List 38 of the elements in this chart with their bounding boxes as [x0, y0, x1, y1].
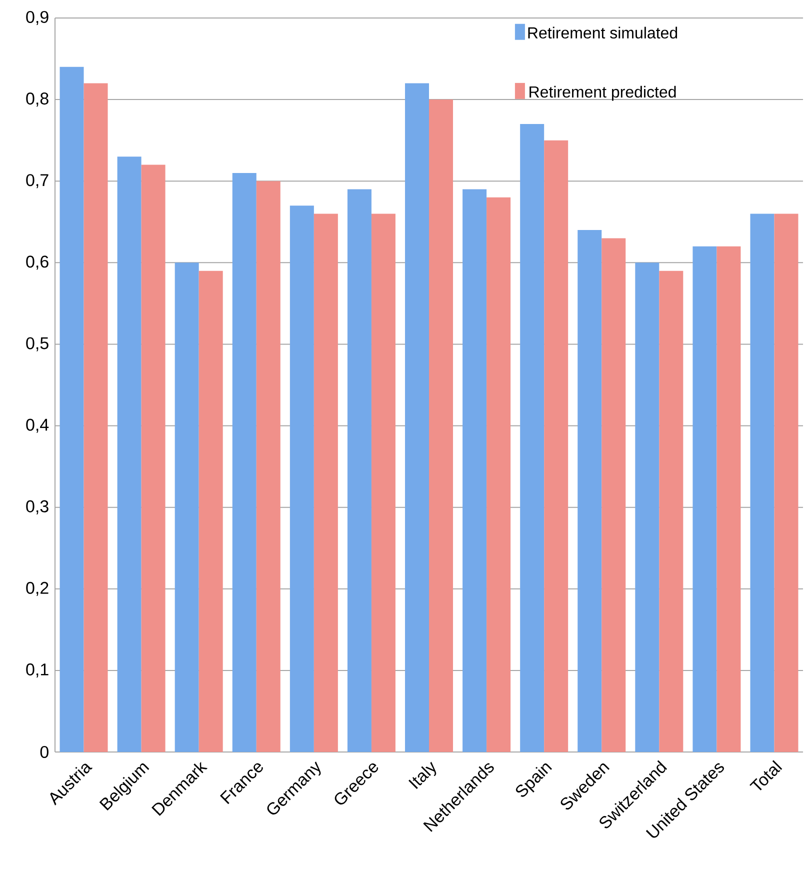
y-tick-label: 0,3: [26, 500, 48, 514]
bar: [405, 83, 430, 752]
y-tick-label: 0,4: [26, 418, 49, 433]
bar: [347, 189, 372, 752]
bar: [520, 124, 544, 752]
bar: [84, 83, 108, 752]
bar: [232, 172, 256, 752]
bar: [544, 140, 568, 752]
y-tick-label: 0,8: [26, 92, 48, 107]
bar: [141, 164, 166, 752]
y-tick-label: 0,1: [26, 663, 48, 678]
y-tick-label: 0,9: [26, 10, 48, 26]
y-tick-label: 0,5: [26, 337, 48, 352]
bar: [750, 214, 774, 752]
bar: [60, 66, 84, 752]
legend-label: Retirement predicted: [530, 86, 676, 101]
y-tick-label: 0,2: [26, 582, 48, 596]
bar: [578, 230, 602, 752]
bar: [659, 270, 684, 752]
bar: [716, 246, 741, 752]
bar: [429, 100, 454, 752]
y-tick-label: 0,6: [26, 256, 48, 270]
bar: [486, 197, 511, 752]
bar: [371, 214, 396, 752]
legend-label: Retirement simulated: [528, 26, 678, 39]
bar: [314, 214, 338, 752]
bar: [290, 206, 314, 752]
y-tick-label: 0: [40, 746, 48, 758]
bar: [256, 181, 280, 752]
y-tick-label: 0,7: [26, 174, 48, 188]
bar: [602, 238, 626, 752]
bar: [635, 262, 660, 752]
bar: [198, 270, 223, 752]
bar: [462, 189, 487, 752]
bar: [117, 156, 142, 752]
bar: [774, 214, 798, 752]
bar: [692, 246, 717, 752]
bar: [174, 262, 199, 752]
